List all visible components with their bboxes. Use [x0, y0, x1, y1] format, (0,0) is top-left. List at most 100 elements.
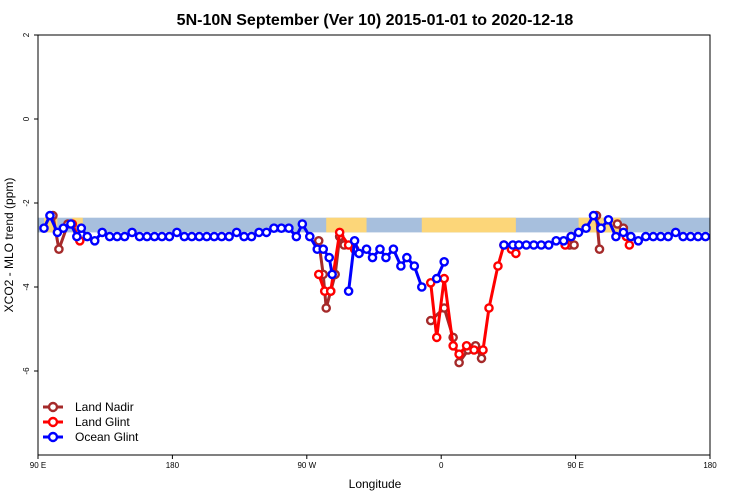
x-tick-label: 0	[439, 461, 444, 470]
data-point	[58, 223, 69, 233]
data-point	[231, 227, 242, 238]
data-point	[89, 235, 100, 246]
data-point	[648, 231, 659, 242]
y-axis-label: XCO2 - MLO trend (ppm)	[2, 178, 16, 313]
data-point	[375, 244, 385, 254]
data-point	[511, 248, 521, 259]
data-point	[573, 227, 584, 238]
legend-label: Ocean Glint	[75, 430, 139, 444]
x-axis: 90 E 180 90 W 0 90 E 180	[30, 455, 717, 470]
data-point	[224, 231, 234, 242]
data-point	[594, 244, 605, 254]
y-tick-label: -2	[22, 199, 31, 207]
legend-item: Ocean Glint	[43, 430, 139, 444]
legend-marker	[47, 416, 59, 428]
data-point	[269, 223, 279, 233]
data-point	[603, 214, 614, 225]
data-point	[276, 223, 287, 233]
data-point	[149, 231, 160, 242]
x-tick-label: 90 W	[297, 461, 316, 470]
data-point	[493, 261, 503, 271]
data-point	[142, 231, 152, 242]
data-point	[454, 357, 464, 368]
data-point	[327, 269, 337, 280]
data-point	[157, 231, 167, 242]
y-axis: 2 0 -2 -4 -6	[22, 32, 38, 375]
data-point	[521, 240, 532, 250]
data-point	[39, 223, 49, 233]
data-point	[72, 231, 82, 242]
data-point	[313, 235, 324, 246]
data-point	[624, 240, 635, 250]
x-tick-label: 90 E	[567, 461, 583, 470]
data-point	[416, 282, 427, 292]
data-point	[354, 248, 364, 259]
data-point	[670, 227, 681, 238]
data-point	[655, 231, 666, 242]
data-point	[97, 227, 108, 238]
data-point	[484, 303, 494, 313]
data-point	[343, 286, 354, 297]
data-point	[611, 231, 621, 242]
data-point	[134, 231, 145, 242]
y-tick-label: -6	[22, 367, 31, 375]
series-layer	[39, 210, 711, 368]
data-point	[334, 227, 345, 238]
data-point	[431, 273, 442, 284]
data-point	[478, 345, 488, 355]
data-point	[54, 244, 64, 254]
data-point	[388, 244, 399, 254]
ocean-band	[38, 217, 710, 233]
data-point	[396, 261, 406, 271]
data-point	[693, 231, 703, 242]
data-point	[325, 286, 336, 297]
legend-marker	[47, 401, 59, 413]
data-point	[321, 303, 332, 313]
data-point	[179, 231, 190, 242]
plot-frame	[37, 34, 711, 456]
data-point	[499, 240, 509, 250]
data-point	[581, 223, 591, 233]
data-point	[618, 227, 629, 238]
data-point	[45, 210, 55, 221]
data-point	[104, 231, 115, 242]
data-point	[361, 244, 372, 254]
y-tick-label: 0	[22, 116, 31, 121]
data-point	[216, 231, 227, 242]
data-point	[349, 235, 360, 246]
data-point	[284, 223, 294, 233]
series-ocean-glint	[39, 210, 711, 297]
data-point	[700, 231, 711, 242]
legend-label: Land Glint	[75, 415, 130, 429]
data-point	[551, 235, 561, 246]
data-point	[626, 231, 636, 242]
data-point	[558, 235, 569, 246]
data-point	[291, 231, 302, 242]
data-point	[476, 353, 487, 364]
data-point	[324, 252, 335, 263]
data-point	[543, 240, 554, 250]
data-point	[52, 227, 63, 238]
x-axis-label: Longitude	[349, 477, 402, 491]
data-point	[381, 252, 391, 263]
data-point	[164, 231, 175, 242]
data-point	[76, 223, 87, 233]
data-point	[461, 340, 472, 351]
data-point	[367, 252, 378, 263]
data-point	[612, 219, 623, 229]
data-point	[514, 240, 524, 250]
data-point	[119, 231, 130, 242]
data-point	[313, 269, 324, 280]
data-point	[409, 261, 420, 271]
y-tick-label: 2	[22, 32, 31, 37]
data-point	[127, 227, 137, 238]
data-point	[304, 231, 315, 242]
y-tick-label: -4	[22, 283, 31, 291]
data-point	[536, 240, 547, 250]
x-tick-label: 90 E	[30, 461, 46, 470]
data-point	[431, 332, 442, 343]
data-point	[448, 340, 458, 351]
data-point	[112, 231, 122, 242]
legend-label: Land Nadir	[75, 400, 134, 414]
